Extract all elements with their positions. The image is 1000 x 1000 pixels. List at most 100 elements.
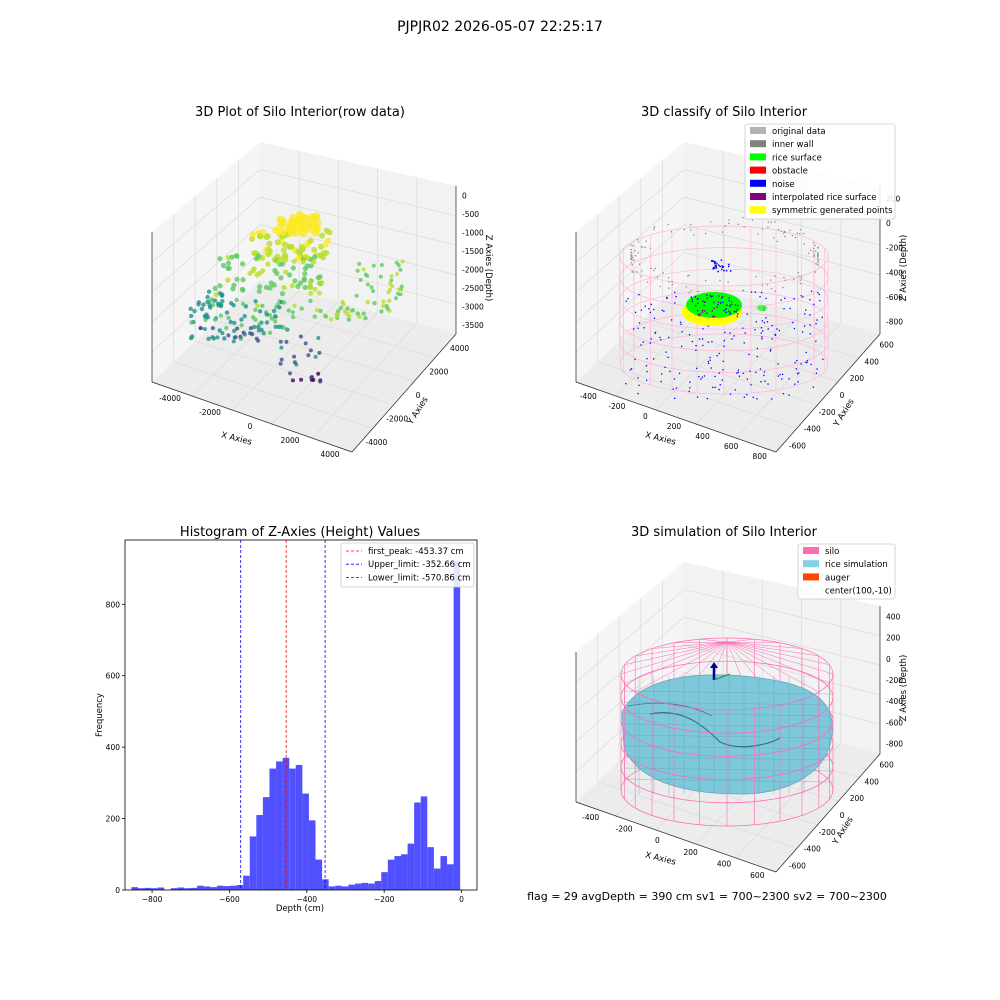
noise-point bbox=[714, 386, 716, 388]
data-point bbox=[290, 314, 296, 320]
gridline bbox=[173, 361, 373, 429]
inner-wall-point bbox=[724, 225, 726, 227]
data-point bbox=[212, 285, 218, 291]
noise-point bbox=[668, 336, 670, 339]
noise-point bbox=[644, 305, 646, 307]
data-point bbox=[338, 305, 343, 311]
data-point bbox=[225, 277, 231, 283]
data-point bbox=[250, 332, 255, 337]
noise-point bbox=[822, 358, 824, 360]
noise-point bbox=[754, 329, 756, 331]
surface-detail-point bbox=[710, 296, 712, 298]
data-point bbox=[311, 259, 317, 265]
noise-point bbox=[793, 298, 795, 300]
data-point bbox=[235, 326, 240, 331]
x-tick-label: -2000 bbox=[199, 408, 221, 417]
silo-roof-rib bbox=[726, 641, 819, 657]
surface-detail-point bbox=[718, 295, 720, 297]
simulation-3d-xlabel: X Axies bbox=[644, 850, 677, 867]
data-point bbox=[287, 272, 293, 278]
noise-point bbox=[756, 398, 758, 400]
noise-point bbox=[702, 344, 704, 347]
noise-point bbox=[674, 291, 676, 294]
inner-wall-point bbox=[813, 255, 815, 258]
data-point bbox=[381, 299, 386, 304]
histogram-bar bbox=[361, 882, 369, 890]
gridline bbox=[311, 322, 418, 439]
inner-wall-point bbox=[631, 270, 633, 272]
data-point bbox=[256, 325, 261, 330]
raw-3d-zlabel: Z Axies (Depth) bbox=[483, 235, 493, 302]
data-point bbox=[264, 320, 270, 325]
data-point bbox=[387, 298, 392, 303]
y-tick-label: 0 bbox=[840, 811, 845, 820]
surface-mesh-line bbox=[623, 734, 833, 739]
noise-point bbox=[777, 363, 779, 365]
inner-wall-point bbox=[659, 285, 661, 288]
data-point bbox=[238, 334, 243, 339]
noise-cluster-point bbox=[714, 265, 717, 267]
data-point bbox=[231, 339, 236, 344]
surface-detail-point bbox=[736, 304, 739, 307]
noise-point bbox=[664, 366, 666, 368]
data-point bbox=[278, 339, 283, 344]
data-point bbox=[188, 335, 194, 341]
surface-detail-point bbox=[709, 294, 711, 297]
data-point bbox=[380, 303, 386, 309]
histogram-legend: first_peak: -453.37 cm Upper_limit: -352.… bbox=[340, 542, 475, 588]
noise-point bbox=[789, 307, 791, 310]
data-point bbox=[273, 324, 278, 329]
data-point bbox=[206, 336, 211, 341]
gridline bbox=[216, 320, 415, 382]
data-point bbox=[295, 211, 304, 220]
data-point bbox=[361, 267, 366, 272]
surface-detail-point bbox=[711, 295, 713, 297]
noise-point bbox=[743, 342, 745, 344]
noise-cluster-point bbox=[721, 265, 723, 267]
silo-roof-rib bbox=[726, 641, 781, 644]
surface-detail-point bbox=[696, 298, 698, 300]
silo-roof-rib bbox=[726, 638, 755, 643]
data-point bbox=[269, 316, 275, 321]
x-tick-label: 200 bbox=[684, 848, 699, 857]
inner-wall-point bbox=[710, 221, 712, 223]
gridline bbox=[683, 644, 881, 696]
noise-point bbox=[625, 300, 627, 302]
noise-point bbox=[688, 334, 691, 336]
noise-point bbox=[729, 332, 731, 334]
silo-roof-rib bbox=[635, 641, 728, 693]
noise-point bbox=[666, 296, 668, 299]
z-tick-label: -800 bbox=[886, 318, 903, 327]
x-tick-label: -4000 bbox=[159, 394, 181, 403]
data-point bbox=[217, 291, 223, 296]
noise-point bbox=[755, 371, 757, 373]
inner-wall-point bbox=[776, 240, 778, 242]
data-point bbox=[215, 335, 220, 340]
inner-wall-point bbox=[743, 226, 745, 228]
noise-point bbox=[633, 328, 635, 330]
histogram-bar bbox=[243, 875, 250, 890]
histogram-bar bbox=[341, 886, 349, 890]
surface-detail-point bbox=[701, 311, 704, 313]
data-point bbox=[233, 253, 240, 259]
noise-point bbox=[712, 386, 714, 389]
pane-2 bbox=[152, 142, 260, 382]
surface-detail-point bbox=[703, 301, 706, 303]
surface-valley-shadow bbox=[649, 712, 781, 748]
legend-label: Lower_limit: -570.86 cm bbox=[368, 573, 470, 583]
inner-wall-point bbox=[653, 226, 655, 228]
data-point bbox=[278, 275, 284, 281]
noise-point bbox=[754, 291, 756, 293]
y-tick-label: 800 bbox=[106, 600, 121, 609]
data-point bbox=[299, 377, 304, 382]
inner-wall-point bbox=[803, 232, 805, 235]
histogram-bar bbox=[210, 887, 217, 890]
histogram-bar bbox=[447, 864, 454, 890]
data-point bbox=[271, 308, 277, 314]
data-point bbox=[202, 327, 207, 331]
surface-detail-point bbox=[722, 295, 724, 298]
inner-wall-point bbox=[631, 254, 633, 256]
surface-detail-point bbox=[702, 300, 704, 302]
y-tick-label: 2000 bbox=[429, 367, 448, 376]
inner-wall-point bbox=[646, 281, 649, 283]
